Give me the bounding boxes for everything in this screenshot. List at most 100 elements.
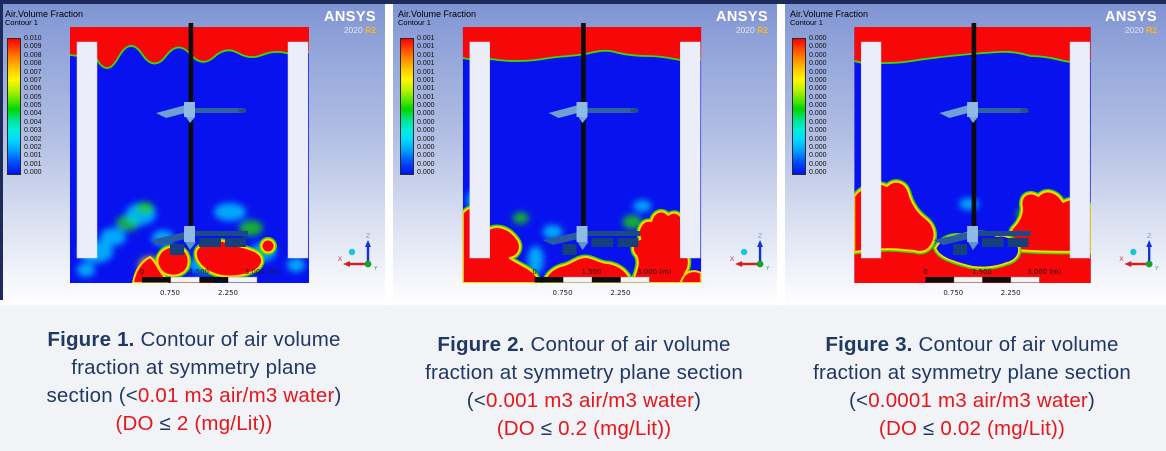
ruler-tick-mid: 1.500 — [581, 268, 601, 276]
legend-tick-label: 0.000 — [809, 160, 827, 168]
caption-text: section (< — [46, 384, 138, 407]
legend-color-bar — [7, 38, 21, 175]
caption-line: fraction at symmetry plane section — [778, 359, 1166, 387]
figure-border-top — [0, 0, 1166, 4]
ansys-logo: ANSYS 2020 R2 — [324, 9, 376, 35]
upper-impeller — [156, 102, 246, 123]
ansys-version-year: 2020 — [735, 24, 755, 35]
right-baffle — [287, 41, 309, 259]
color-legend: 0.010 0.009 0.008 0.008 0.007 0.007 0.006 0.005… — [7, 35, 42, 176]
lower-impeller — [542, 226, 641, 255]
ruler-sub-tick-1: 0.750 — [943, 289, 963, 297]
variable-name: Air.Volume Fraction — [5, 9, 84, 19]
origin-sphere — [364, 260, 372, 268]
legend-tick-label: 0.001 — [417, 76, 435, 84]
ansys-viewport-1: 0 1.500 3.000 (m) 0.750 2.250 — [0, 0, 385, 305]
do-threshold: 2 (mg/Lit)) — [171, 412, 273, 435]
legend-tick-label: 0.002 — [24, 143, 42, 151]
ruler-tick-end: 3.000 (m) — [245, 268, 280, 276]
legend-values: 0.010 0.009 0.008 0.008 0.007 0.007 0.006 0.005… — [24, 35, 42, 176]
y-axis-sphere — [348, 248, 356, 256]
variable-name: Air.Volume Fraction — [398, 9, 477, 19]
caption-text: fraction at symmetry plane — [71, 356, 317, 379]
caption-text: ) — [1087, 389, 1095, 412]
leq-symbol: ≤ — [923, 417, 935, 440]
legend-tick-label: 0.007 — [24, 68, 42, 76]
leq-symbol: ≤ — [540, 417, 553, 440]
right-baffle — [1069, 41, 1091, 259]
axis-triad: Z X Y — [338, 232, 378, 272]
right-baffle — [680, 41, 701, 259]
ruler-sub-tick-2: 2.250 — [218, 289, 238, 297]
caption-line: (<0.001 m3 air/m3 water) — [390, 387, 778, 415]
legend-tick-label: 0.000 — [417, 102, 435, 109]
ruler-tick-0: 0 — [923, 268, 927, 276]
ansys-logo: ANSYS 2020 R2 — [716, 9, 768, 35]
caption-line: fraction at symmetry plane — [10, 354, 378, 382]
figure-number: Figure 1. — [47, 328, 135, 351]
lower-impeller — [150, 226, 248, 255]
caption-text: Contour of air volume — [524, 333, 731, 356]
legend-tick-label: 0.001 — [24, 152, 42, 160]
figure-3-caption: Figure 3. Contour of air volume fraction… — [778, 331, 1166, 443]
upper-impeller — [548, 102, 639, 123]
legend-tick-label: 0.000 — [809, 60, 827, 68]
caption-line: (DO ≤ 0.02 (mg/Lit)) — [778, 415, 1166, 443]
x-axis-label: X — [1119, 255, 1124, 263]
contour-variable-label: Air.Volume Fraction Contour 1 — [790, 9, 868, 28]
legend-tick-label: 0.000 — [809, 118, 827, 126]
ansys-version-year: 2020 — [343, 24, 363, 35]
legend-tick-label: 0.001 — [417, 51, 435, 59]
figure-2-caption: Figure 2. Contour of air volume fraction… — [390, 331, 778, 443]
legend-tick-label: 0.005 — [24, 93, 42, 101]
ruler-sub-tick-1: 0.750 — [160, 289, 180, 297]
cfd-scene-3: 0 1.500 3.000 (m) 0.750 2.250 — [854, 23, 1159, 297]
cfd-scene-1: 0 1.500 3.000 (m) 0.750 2.250 — [70, 23, 378, 297]
contour-name: Contour 1 — [790, 18, 823, 28]
axis-triad: Z X Y — [730, 232, 770, 272]
contour-name: Contour 1 — [398, 18, 431, 28]
ansys-version-year: 2020 — [1124, 24, 1144, 35]
ansys-viewport-2: 0 1.500 3.000 (m) 0.750 2.250 — [393, 0, 777, 305]
caption-line: (DO ≤ 2 (mg/Lit)) — [10, 410, 378, 438]
z-axis-label: Z — [1147, 232, 1152, 240]
lower-impeller — [933, 226, 1031, 255]
ansys-logo: ANSYS 2020 R2 — [1105, 9, 1157, 35]
legend-tick-label: 0.009 — [24, 43, 42, 51]
legend-tick-label: 0.001 — [417, 85, 435, 93]
legend-tick-label: 0.000 — [809, 143, 827, 151]
ansys-wordmark: ANSYS — [324, 9, 376, 25]
legend-tick-label: 0.000 — [417, 169, 435, 176]
legend-color-bar — [400, 38, 414, 175]
upper-impeller — [939, 102, 1029, 123]
do-threshold: 0.02 (mg/Lit)) — [934, 417, 1066, 440]
caption-text: fraction at symmetry plane section — [425, 361, 743, 384]
legend-tick-label: 0.001 — [417, 43, 435, 51]
do-threshold: (DO — [496, 417, 541, 440]
scale-ruler: 0 1.500 3.000 (m) 0.750 2.250 — [140, 268, 280, 297]
free-surface-line — [854, 50, 1091, 65]
legend-tick-label: 0.000 — [417, 152, 435, 160]
origin-sphere — [1145, 260, 1153, 268]
ruler-tick-end: 3.000 (m) — [637, 268, 672, 276]
variable-name: Air.Volume Fraction — [790, 9, 869, 19]
caption-line: (DO ≤ 0.2 (mg/Lit)) — [390, 415, 778, 443]
contour-name: Contour 1 — [5, 18, 38, 28]
threshold-value: 0.0001 m3 air/m3 water — [868, 389, 1088, 412]
legend-tick-label: 0.000 — [417, 160, 435, 168]
impeller-shaft — [581, 23, 586, 237]
ruler-tick-mid: 1.500 — [189, 268, 209, 276]
contour-variable-label: Air.Volume Fraction Contour 1 — [398, 9, 476, 28]
y-axis-sphere — [740, 248, 748, 256]
y-axis-sphere — [1130, 248, 1137, 256]
legend-tick-label: 0.000 — [417, 127, 435, 135]
legend-tick-label: 0.000 — [809, 51, 827, 59]
figure-border-left — [0, 0, 3, 300]
caption-line: (<0.0001 m3 air/m3 water) — [778, 387, 1166, 415]
legend-tick-label: 0.000 — [809, 68, 827, 76]
legend-tick-label: 0.000 — [809, 85, 827, 93]
x-axis-label: X — [730, 255, 735, 263]
legend-tick-label: 0.007 — [24, 76, 42, 84]
legend-tick-label: 0.000 — [809, 127, 827, 135]
